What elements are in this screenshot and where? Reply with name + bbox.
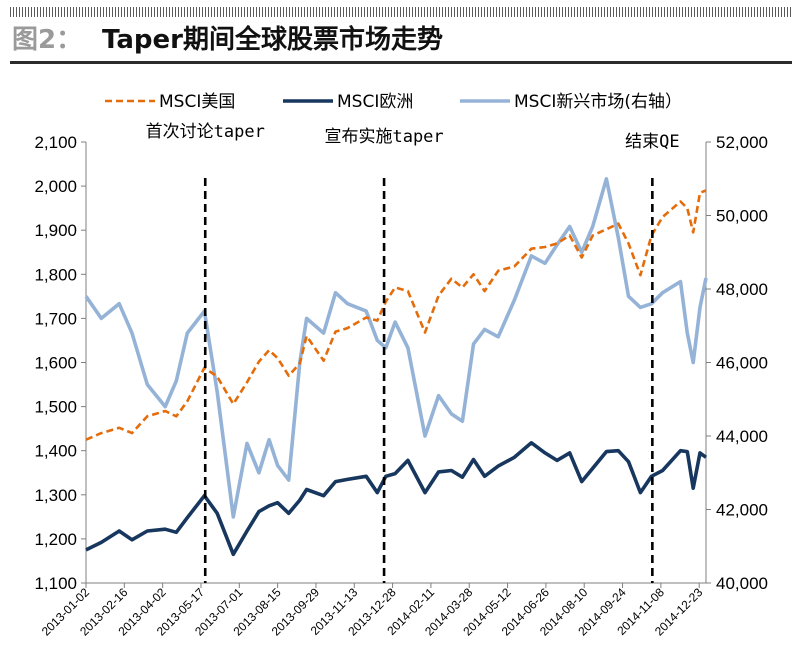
left-y-tick-label: 1,600 (34, 354, 77, 373)
header-hatch-bar (10, 7, 792, 17)
left-y-tick-label: 1,700 (34, 309, 77, 328)
event-label: 结束QE (625, 132, 679, 152)
right-y-tick-label: 50,000 (716, 207, 768, 226)
left-y-tick-label: 1,900 (34, 221, 77, 240)
legend-label: MSCI新兴市场(右轴） (514, 92, 682, 112)
title-rule (10, 61, 792, 64)
left-y-tick-label: 1,500 (34, 398, 77, 417)
left-y-tick-label: 1,100 (34, 574, 77, 593)
legend-label: MSCI美国 (159, 92, 235, 112)
left-y-tick-label: 1,400 (34, 442, 77, 461)
right-y-tick-label: 48,000 (716, 280, 768, 299)
left-y-tick-label: 2,000 (34, 177, 77, 196)
right-y-tick-label: 40,000 (716, 574, 768, 593)
event-label: 首次讨论taper (146, 122, 265, 142)
left-y-tick-label: 1,800 (34, 265, 77, 284)
figure-number: 图2： (12, 25, 83, 55)
event-label: 宣布实施taper (324, 127, 443, 147)
left-y-tick-label: 1,200 (34, 530, 77, 549)
chart-title: Taper期间全球股票市场走势 (102, 25, 443, 55)
right-y-tick-label: 44,000 (716, 427, 768, 446)
series-line-us (85, 189, 707, 441)
right-y-tick-label: 42,000 (716, 501, 768, 520)
legend-label: MSCI欧洲 (337, 92, 413, 112)
left-y-tick-label: 1,300 (34, 486, 77, 505)
right-y-tick-label: 52,000 (716, 133, 768, 152)
series-line-europe (85, 441, 708, 557)
series-line-em (84, 177, 708, 519)
left-y-tick-label: 2,100 (34, 133, 77, 152)
right-y-tick-label: 46,000 (716, 354, 768, 373)
